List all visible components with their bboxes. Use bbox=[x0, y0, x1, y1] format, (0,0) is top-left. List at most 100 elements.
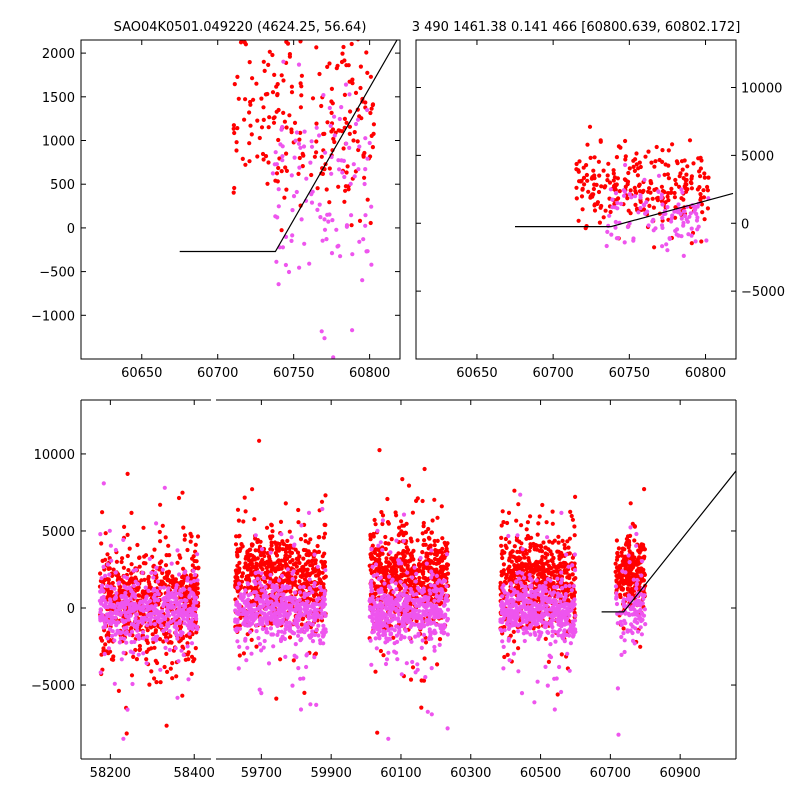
point-red bbox=[235, 74, 240, 79]
point-pink bbox=[613, 191, 619, 196]
point-red bbox=[180, 490, 185, 495]
point-pink bbox=[280, 573, 285, 579]
point-red bbox=[99, 541, 104, 546]
point-red bbox=[125, 532, 130, 538]
point-red bbox=[435, 662, 440, 667]
point-red bbox=[369, 133, 374, 138]
point-pink bbox=[370, 630, 375, 635]
point-red bbox=[314, 139, 319, 144]
point-pink bbox=[380, 547, 385, 553]
point-pink bbox=[400, 616, 406, 621]
point-pink bbox=[442, 578, 447, 584]
point-red bbox=[371, 122, 376, 127]
point-red bbox=[297, 155, 302, 161]
point-pink bbox=[260, 626, 265, 632]
point-red bbox=[702, 175, 707, 180]
point-pink bbox=[331, 355, 336, 359]
point-red bbox=[623, 154, 628, 159]
point-pink bbox=[291, 600, 296, 606]
point-pink bbox=[656, 189, 661, 194]
point-red bbox=[409, 557, 414, 562]
point-red bbox=[106, 566, 111, 572]
point-pink bbox=[243, 638, 248, 643]
point-red bbox=[162, 575, 167, 581]
point-pink bbox=[660, 202, 665, 207]
point-red bbox=[154, 575, 159, 580]
point-red bbox=[598, 205, 603, 210]
point-red bbox=[234, 148, 239, 153]
point-pink bbox=[672, 209, 677, 214]
point-red bbox=[283, 550, 289, 555]
point-pink bbox=[365, 156, 370, 161]
point-pink bbox=[423, 675, 428, 680]
point-pink bbox=[399, 672, 404, 677]
point-red bbox=[570, 517, 576, 522]
point-pink bbox=[111, 605, 117, 610]
point-pink bbox=[242, 620, 247, 626]
point-red bbox=[504, 575, 509, 581]
point-pink bbox=[160, 567, 165, 572]
point-red bbox=[249, 542, 254, 547]
point-pink bbox=[147, 556, 152, 562]
point-red bbox=[342, 199, 347, 204]
point-pink bbox=[322, 611, 327, 616]
point-red bbox=[408, 536, 413, 541]
point-pink bbox=[393, 581, 398, 586]
point-red bbox=[677, 174, 682, 179]
point-red bbox=[181, 525, 186, 530]
point-red bbox=[254, 564, 259, 569]
point-red bbox=[421, 566, 426, 571]
point-pink bbox=[105, 562, 110, 567]
point-red bbox=[296, 557, 301, 562]
point-red bbox=[663, 200, 668, 205]
point-red bbox=[261, 59, 266, 64]
point-pink bbox=[305, 606, 310, 612]
point-red bbox=[293, 547, 298, 552]
point-pink bbox=[281, 59, 286, 64]
point-pink bbox=[110, 611, 115, 616]
point-pink bbox=[98, 607, 103, 612]
point-pink bbox=[316, 623, 321, 628]
point-red bbox=[368, 552, 373, 557]
point-red bbox=[536, 521, 541, 526]
point-pink bbox=[320, 595, 325, 600]
point-pink bbox=[152, 598, 157, 603]
point-pink bbox=[166, 613, 172, 618]
point-red bbox=[312, 154, 317, 159]
point-pink bbox=[373, 636, 378, 641]
point-red bbox=[701, 188, 706, 193]
point-red bbox=[249, 637, 254, 643]
point-pink bbox=[130, 681, 135, 687]
point-red bbox=[404, 559, 409, 564]
point-red bbox=[394, 513, 399, 518]
point-red bbox=[653, 159, 658, 164]
point-pink bbox=[441, 613, 446, 618]
point-red bbox=[657, 157, 662, 163]
point-red bbox=[299, 93, 304, 98]
point-pink bbox=[167, 595, 172, 600]
point-pink bbox=[559, 689, 564, 695]
point-red bbox=[315, 543, 320, 549]
point-red bbox=[301, 153, 306, 158]
point-red bbox=[314, 150, 319, 155]
point-red bbox=[283, 561, 289, 567]
point-pink bbox=[169, 561, 174, 566]
point-red bbox=[189, 534, 194, 539]
point-pink bbox=[307, 261, 312, 266]
point-pink bbox=[305, 624, 310, 629]
point-pink bbox=[415, 585, 420, 591]
point-pink bbox=[133, 616, 138, 621]
point-red bbox=[247, 110, 252, 115]
point-pink bbox=[289, 173, 294, 178]
point-pink bbox=[266, 661, 272, 666]
point-pink bbox=[375, 572, 380, 577]
point-red bbox=[139, 578, 144, 583]
point-pink bbox=[389, 626, 394, 631]
point-pink bbox=[283, 586, 288, 591]
point-red bbox=[168, 580, 173, 585]
point-red bbox=[399, 519, 404, 524]
point-pink bbox=[324, 237, 329, 242]
point-red bbox=[502, 550, 507, 555]
point-red bbox=[195, 534, 201, 539]
point-red bbox=[353, 90, 359, 95]
